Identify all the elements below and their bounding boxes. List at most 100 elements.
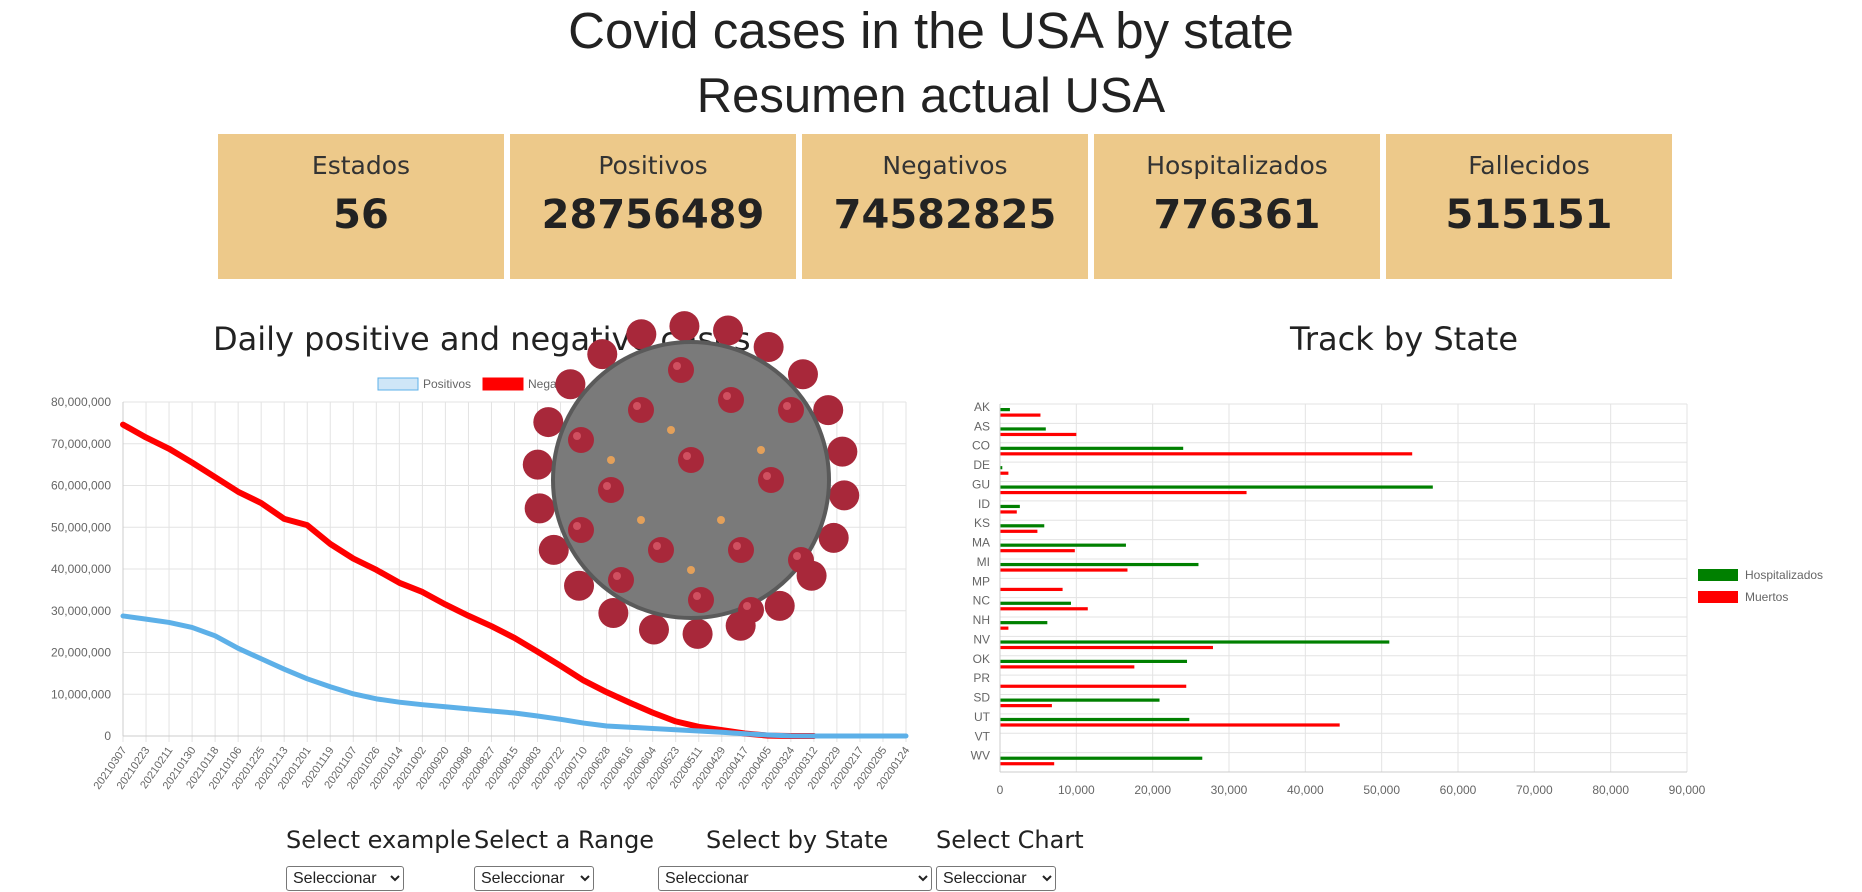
y-tick-label: MI bbox=[977, 555, 990, 569]
virus-highlight bbox=[633, 402, 641, 410]
virus-highlight bbox=[573, 432, 581, 440]
virus-highlight bbox=[573, 522, 581, 530]
hospitalizados-bar bbox=[1000, 717, 1190, 722]
y-tick-label: 20,000,000 bbox=[51, 646, 111, 660]
state-tracking-bar-chart: 0 10,000 20,000 30,000 40,000 50,000 60,000 70,… bbox=[971, 400, 1823, 797]
muertos-bar bbox=[1000, 490, 1247, 495]
virus-highlight bbox=[653, 542, 661, 550]
y-tick-label: DE bbox=[973, 458, 990, 472]
virus-spike bbox=[728, 537, 754, 563]
select-range-dropdown[interactable]: Seleccionar bbox=[474, 866, 594, 891]
virus-spike bbox=[533, 407, 564, 438]
y-tick-label: GU bbox=[972, 477, 990, 491]
y-tick-label: 10,000,000 bbox=[51, 687, 111, 701]
virus-spike bbox=[827, 436, 858, 467]
muertos-bar bbox=[1000, 762, 1055, 766]
hospitalizados-bar bbox=[1000, 640, 1390, 644]
x-tick-label: 30,000 bbox=[1211, 783, 1248, 797]
muertos-bar bbox=[1000, 568, 1128, 572]
x-tick-label: 90,000 bbox=[1669, 783, 1706, 797]
hospitalizados-bar bbox=[1000, 562, 1199, 567]
y-tick-label: 0 bbox=[104, 729, 111, 743]
summary-value: 776361 bbox=[1153, 192, 1321, 238]
virus-spike bbox=[787, 359, 818, 390]
muertos-bar bbox=[1000, 684, 1187, 688]
muertos-bar bbox=[1000, 626, 1009, 630]
hospitalizados-bar bbox=[1000, 659, 1188, 663]
legend-label: Hospitalizados bbox=[1745, 568, 1823, 582]
summary-card-estados: Estados 56 bbox=[218, 134, 504, 279]
hospitalizados-bar bbox=[1000, 621, 1048, 625]
y-tick-label: 50,000,000 bbox=[51, 520, 111, 534]
page-title: Covid cases in the USA by state bbox=[568, 2, 1294, 59]
muertos-bar bbox=[1000, 529, 1038, 533]
virus-spike bbox=[682, 618, 713, 649]
virus-spike bbox=[829, 480, 860, 511]
virus-spike bbox=[713, 315, 744, 346]
virus-spike bbox=[626, 319, 657, 350]
y-tick-label: 40,000,000 bbox=[51, 562, 111, 576]
y-tick-label: WV bbox=[971, 749, 990, 763]
summary-value: 28756489 bbox=[541, 192, 765, 238]
x-tick-label: 80,000 bbox=[1592, 783, 1629, 797]
hospitalizados-bar bbox=[1000, 466, 1003, 470]
x-tick-label: 50,000 bbox=[1363, 783, 1400, 797]
summary-value: 56 bbox=[333, 192, 389, 238]
muertos-bar bbox=[1000, 452, 1413, 456]
virus-spike bbox=[813, 395, 844, 426]
select-example-dropdown[interactable]: Seleccionar bbox=[286, 866, 404, 891]
virus-dot bbox=[607, 456, 615, 464]
virus-highlight bbox=[793, 552, 801, 560]
virus-body bbox=[553, 342, 829, 618]
virus-spike bbox=[753, 332, 784, 363]
hospitalizados-bar bbox=[1000, 543, 1126, 547]
y-tick-label: MP bbox=[972, 574, 990, 588]
y-tick-label: AS bbox=[974, 419, 990, 433]
virus-spike bbox=[568, 427, 594, 453]
page-subtitle: Resumen actual USA bbox=[696, 69, 1166, 123]
hospitalizados-bar bbox=[1000, 698, 1160, 702]
muertos-bar bbox=[1000, 549, 1075, 553]
summary-label: Hospitalizados bbox=[1146, 151, 1328, 180]
muertos-bar bbox=[1000, 510, 1017, 514]
y-tick-label: 80,000,000 bbox=[51, 395, 111, 409]
summary-label: Fallecidos bbox=[1468, 151, 1590, 180]
hospitalizados-bar bbox=[1000, 504, 1020, 509]
summary-label: Negativos bbox=[882, 151, 1008, 180]
virus-spike bbox=[669, 311, 700, 342]
virus-dot bbox=[757, 446, 765, 454]
legend-label: Muertos bbox=[1745, 590, 1788, 604]
y-tick-label: AK bbox=[974, 400, 990, 414]
virus-spike bbox=[555, 369, 586, 400]
virus-spike bbox=[758, 467, 784, 493]
hospitalizados-bar bbox=[1000, 427, 1046, 431]
virus-dot bbox=[717, 516, 725, 524]
negativos-line bbox=[120, 421, 817, 739]
select-state-dropdown[interactable]: Seleccionar bbox=[658, 866, 932, 891]
y-tick-label: NH bbox=[973, 613, 990, 627]
y-tick-label: NV bbox=[973, 632, 990, 646]
select-chart-dropdown[interactable]: Seleccionar bbox=[936, 866, 1056, 891]
hospitalizados-bar bbox=[1000, 446, 1184, 450]
summary-card-hospitalizados: Hospitalizados 776361 bbox=[1094, 134, 1380, 279]
virus-highlight bbox=[673, 362, 681, 370]
virus-highlight bbox=[783, 402, 791, 410]
y-tick-label: 70,000,000 bbox=[51, 437, 111, 451]
summary-card-positivos: Positivos 28756489 bbox=[510, 134, 796, 279]
summary-label: Estados bbox=[311, 151, 411, 180]
virus-highlight bbox=[613, 572, 621, 580]
y-tick-label: UT bbox=[974, 710, 991, 724]
legend-label: Positivos bbox=[423, 377, 471, 391]
coronavirus-image bbox=[522, 311, 860, 649]
hospitalizados-bar bbox=[1000, 601, 1071, 605]
positivos-line bbox=[120, 613, 909, 739]
hospitalizados-bar bbox=[1000, 485, 1433, 489]
summary-value: 515151 bbox=[1445, 192, 1613, 238]
hospitalizados-bar bbox=[1000, 756, 1203, 760]
legend-swatch bbox=[482, 377, 524, 391]
y-tick-label: OK bbox=[973, 652, 990, 666]
summary-value: 74582825 bbox=[833, 192, 1057, 238]
virus-dot bbox=[637, 516, 645, 524]
virus-highlight bbox=[603, 482, 611, 490]
virus-spike bbox=[638, 614, 669, 645]
